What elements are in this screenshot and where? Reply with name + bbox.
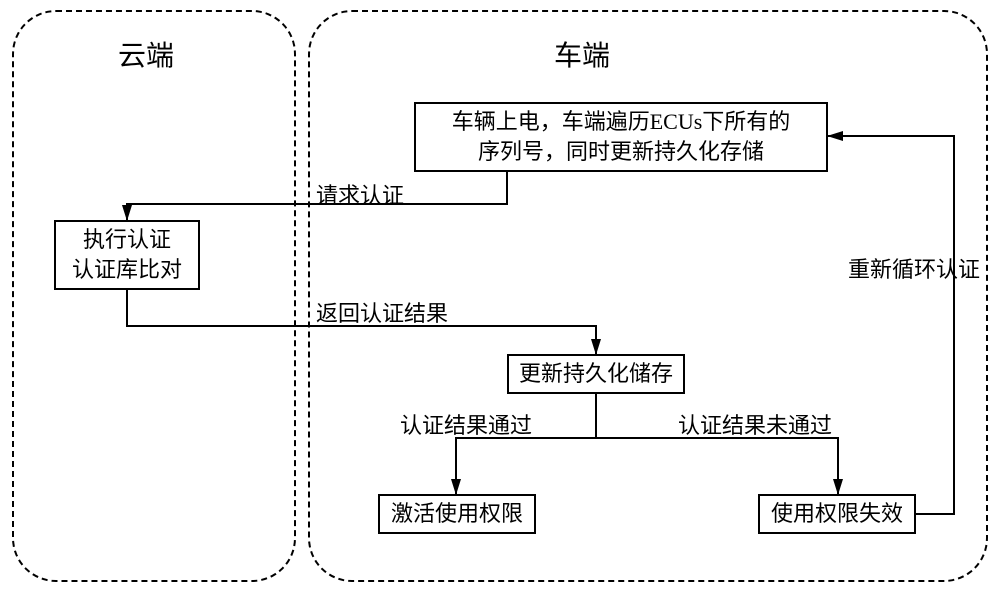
edge-label-loop: 重新循环认证 <box>848 252 980 284</box>
node-label-grant: 激活使用权限 <box>388 499 526 529</box>
node-auth: 执行认证认证库比对 <box>54 220 200 290</box>
node-label-auth: 执行认证认证库比对 <box>64 225 190 284</box>
node-label-revoke: 使用权限失效 <box>768 499 906 529</box>
edge-label-fail: 认证结果未通过 <box>678 408 832 440</box>
edge-label-res: 返回认证结果 <box>316 296 448 328</box>
node-update: 更新持久化储存 <box>507 354 685 394</box>
edge-label-pass: 认证结果通过 <box>400 408 532 440</box>
node-scan: 车辆上电，车端遍历ECUs下所有的序列号，同时更新持久化存储 <box>414 102 828 172</box>
node-label-scan: 车辆上电，车端遍历ECUs下所有的序列号，同时更新持久化存储 <box>424 107 818 166</box>
panel-title-vehicle: 车端 <box>554 34 610 74</box>
node-grant: 激活使用权限 <box>378 494 536 534</box>
node-label-update: 更新持久化储存 <box>517 359 675 389</box>
panel-title-cloud: 云端 <box>118 34 174 74</box>
diagram-canvas: 云端 车端车辆上电，车端遍历ECUs下所有的序列号，同时更新持久化存储执行认证认证… <box>0 0 1000 604</box>
node-revoke: 使用权限失效 <box>758 494 916 534</box>
edge-label-req: 请求认证 <box>316 178 404 210</box>
panel-cloud <box>12 10 296 582</box>
